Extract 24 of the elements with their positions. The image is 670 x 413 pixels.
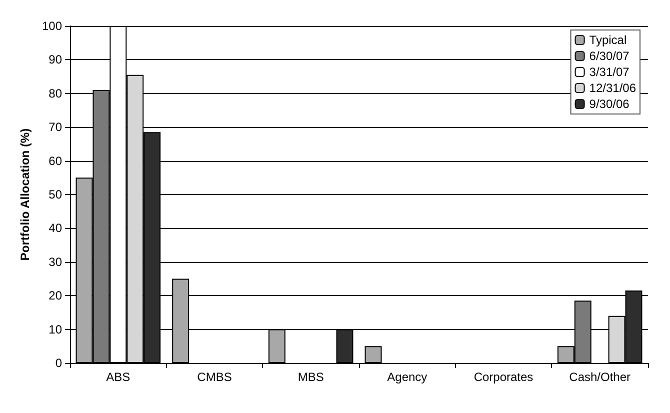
y-tick-label: 80 [48, 86, 62, 100]
x-tick-label: CMBS [197, 370, 232, 384]
y-axis-title: Portfolio Allocation (%) [18, 128, 32, 261]
legend-label: 3/31/07 [589, 65, 630, 79]
x-tick-label: ABS [106, 370, 130, 384]
legend-label: Typical [589, 33, 627, 47]
y-tick-label: 20 [48, 288, 62, 303]
y-tick-label: 30 [48, 254, 62, 269]
y-tick-label: 0 [55, 356, 62, 370]
legend-label: 6/30/07 [589, 49, 630, 63]
x-tick-label: MBS [298, 370, 324, 384]
y-tick-label: 60 [48, 154, 62, 168]
legend-label: 12/31/06 [589, 81, 636, 95]
y-tick-label: 90 [48, 52, 62, 67]
x-tick-label: Cash/Other [569, 370, 631, 384]
y-tick-label: 50 [48, 188, 62, 202]
y-tick-label: 100 [42, 19, 62, 33]
bar [364, 346, 382, 363]
y-tick-label: 10 [48, 322, 62, 336]
y-tick-label: 40 [48, 221, 62, 236]
legend-label: 9/30/06 [589, 97, 630, 111]
x-tick-label: Corporates [474, 370, 534, 384]
y-tick-label: 70 [48, 120, 62, 134]
x-tick-label: Agency [387, 370, 428, 384]
